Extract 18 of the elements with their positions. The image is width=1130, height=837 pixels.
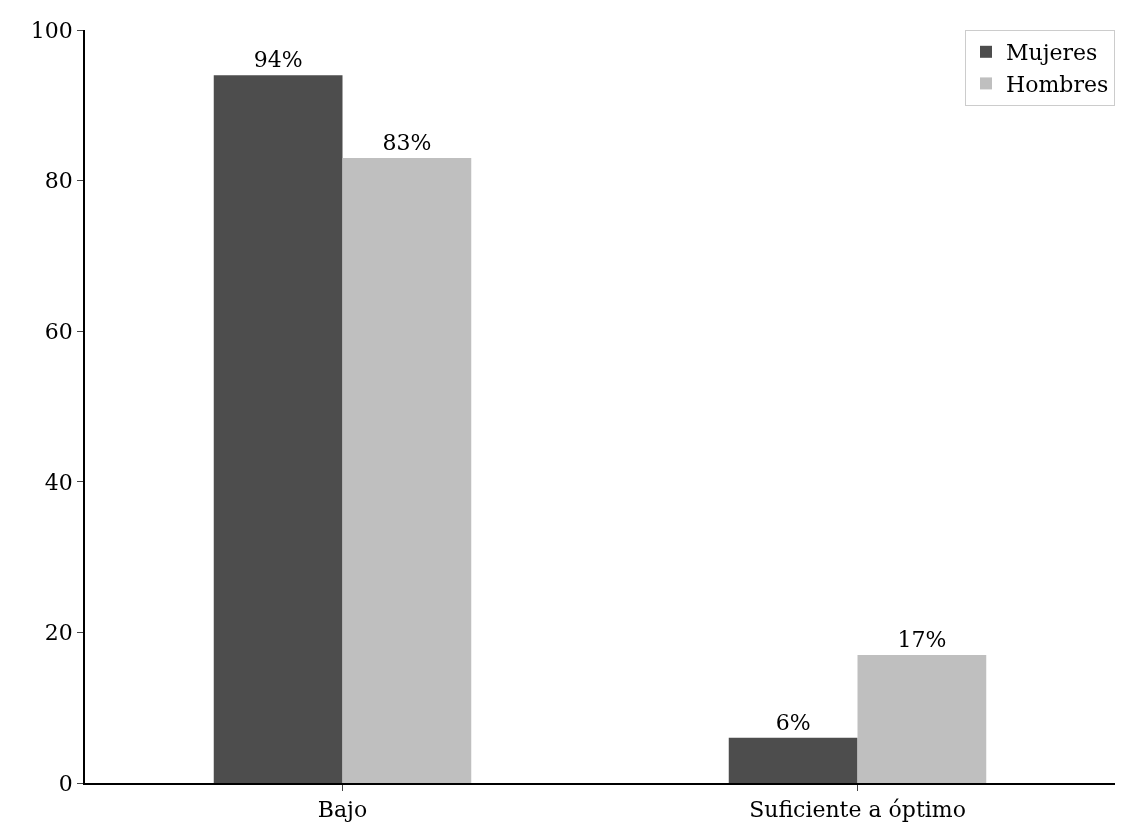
- y-tick-label: 80: [44, 168, 73, 194]
- legend-label: Mujeres: [1006, 40, 1098, 66]
- data-label: 94%: [253, 47, 303, 73]
- x-tick-label: Bajo: [317, 797, 368, 823]
- x-tick-label: Suficiente a óptimo: [749, 797, 966, 823]
- data-label: 6%: [775, 709, 811, 735]
- y-tick-label: 40: [44, 469, 73, 495]
- y-tick-label: 20: [44, 620, 73, 646]
- data-label: 17%: [897, 626, 947, 652]
- legend-label: Hombres: [1006, 71, 1109, 97]
- bar: [857, 654, 987, 783]
- bar: [728, 737, 858, 783]
- y-tick-label: 100: [30, 17, 73, 43]
- bar: [342, 158, 472, 783]
- y-tick-label: 0: [58, 770, 73, 796]
- bar: [213, 75, 343, 783]
- y-tick-label: 60: [44, 318, 73, 344]
- data-label: 83%: [382, 130, 432, 156]
